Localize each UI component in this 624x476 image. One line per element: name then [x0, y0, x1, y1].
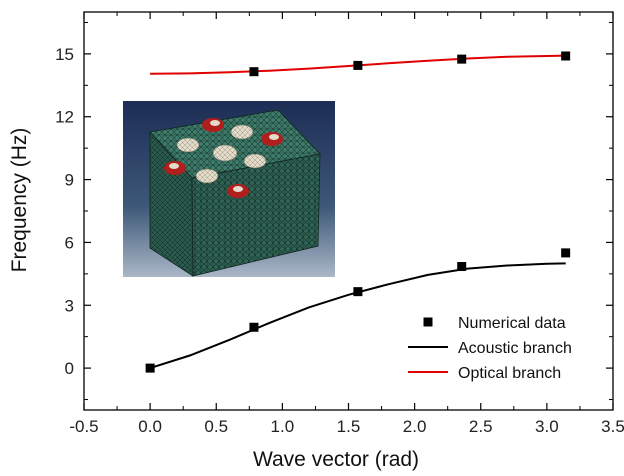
plot-area: -0.5 0.0 0.5 1.0 1.5 2.0 2.5 3.0 3.5 0 3 6 9 12 15 — [55, 11, 624, 436]
x-tick-label: 3.0 — [535, 417, 559, 436]
data-point-square — [249, 67, 259, 77]
legend-marker-square — [423, 317, 433, 327]
x-tick-label: 3.5 — [601, 417, 624, 436]
x-tick-label: 2.5 — [469, 417, 493, 436]
y-tick-label: 9 — [65, 171, 74, 190]
data-point-square — [561, 248, 571, 258]
legend-label: Optical branch — [458, 365, 561, 382]
x-tick-label: 0.0 — [138, 417, 162, 436]
y-tick-label: 12 — [55, 108, 74, 127]
x-tick-label: 0.5 — [204, 417, 228, 436]
data-point-square — [457, 262, 467, 272]
y-tick-label: 6 — [65, 233, 74, 252]
series-line-optical-branch — [150, 54, 566, 75]
data-point-square — [145, 363, 155, 373]
legend-label: Numerical data — [458, 315, 566, 332]
data-point-square — [561, 51, 571, 61]
inset-meshed-cube-image — [123, 101, 335, 277]
data-point-square — [249, 322, 259, 332]
data-point-square — [353, 287, 363, 297]
x-axis-title: Wave vector (rad) — [253, 448, 419, 471]
data-point-square — [457, 54, 467, 64]
data-marks — [145, 51, 571, 373]
x-tick-label: 1.0 — [271, 417, 295, 436]
y-tick-label: 0 — [65, 359, 74, 378]
y-tick-label: 15 — [55, 45, 74, 64]
data-point-square — [353, 60, 363, 70]
series-line-acoustic-branch — [149, 262, 566, 370]
legend-label: Acoustic branch — [458, 340, 572, 357]
y-axis-title: Frequency (Hz) — [8, 128, 31, 273]
x-tick-label: 2.0 — [403, 417, 427, 436]
x-tick-label: 1.5 — [337, 417, 361, 436]
y-tick-label: 3 — [65, 296, 74, 315]
legend: Numerical data Acoustic branch Optical bra… — [408, 315, 572, 382]
inset-inclusions — [164, 118, 283, 198]
x-tick-label: -0.5 — [69, 417, 98, 436]
